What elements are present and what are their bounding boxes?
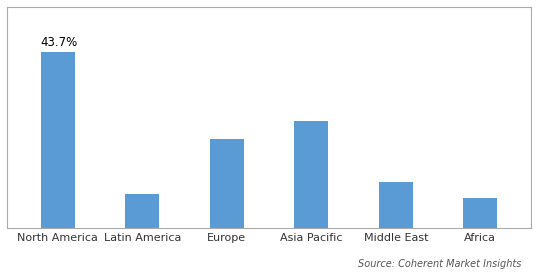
Text: 43.7%: 43.7% bbox=[41, 36, 78, 49]
Bar bbox=[294, 121, 328, 228]
Bar bbox=[41, 52, 75, 228]
Bar bbox=[379, 182, 413, 228]
Bar bbox=[210, 140, 244, 228]
Text: Source: Coherent Market Insights: Source: Coherent Market Insights bbox=[358, 259, 522, 269]
Bar bbox=[125, 194, 159, 228]
Bar bbox=[463, 198, 497, 228]
